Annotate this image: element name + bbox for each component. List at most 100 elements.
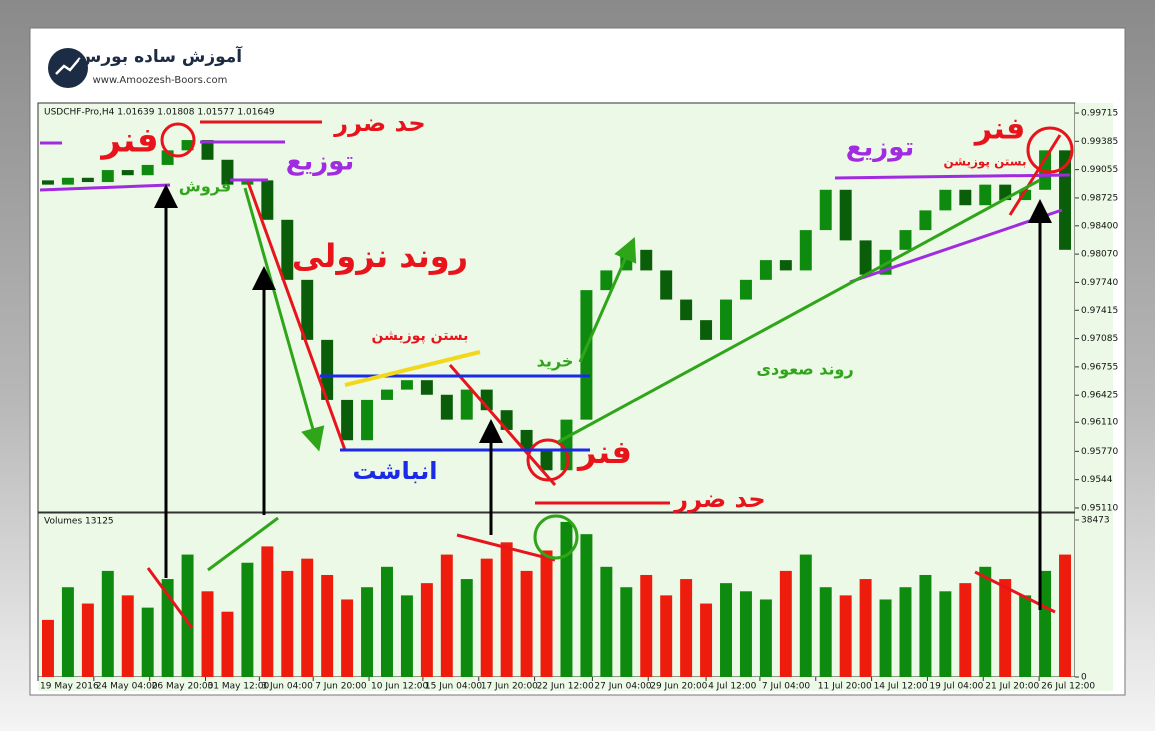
x-tick-label: 3 Jun 04:00 <box>261 682 313 692</box>
candle <box>839 189 852 241</box>
y-tick-label: 0.98400 <box>1081 221 1118 231</box>
y-tick-label: 0.98725 <box>1081 193 1118 203</box>
volume-bar <box>381 566 393 677</box>
axis-panel <box>1075 103 1113 677</box>
candle <box>400 380 413 390</box>
volume-bar <box>759 599 772 677</box>
volume-bar <box>680 579 693 677</box>
purple-line <box>849 208 1063 284</box>
volume-bar <box>480 558 493 677</box>
volume-bar <box>281 570 294 677</box>
uptrend-line <box>557 178 1041 444</box>
candle <box>301 279 314 340</box>
volume-bar <box>61 587 74 677</box>
volume-bar <box>660 595 673 677</box>
y-tick-label: 0.97085 <box>1081 334 1118 344</box>
x-tick-label: 24 May 04:00 <box>96 682 158 692</box>
volume-bar <box>739 591 752 677</box>
y-tick-label: 0.97740 <box>1081 278 1118 288</box>
volume-bar <box>799 554 812 677</box>
annotation: فروش <box>179 177 231 196</box>
volume-bar <box>520 570 533 677</box>
volume-red-line <box>974 570 1056 614</box>
volume-bar <box>540 550 553 677</box>
volume-bar <box>700 603 713 677</box>
x-tick-label: 26 May 20:00 <box>152 682 214 692</box>
marks <box>41 140 1072 677</box>
candle <box>999 184 1012 201</box>
annotation: توزیع <box>286 147 355 177</box>
y-tick-label: 0.98070 <box>1081 250 1118 260</box>
candle <box>41 180 54 185</box>
volume-title: Volumes 13125 <box>44 517 114 527</box>
candle <box>640 249 653 271</box>
annotation: روند صعودی <box>756 360 853 379</box>
y-tick-label: 0.96755 <box>1081 362 1118 372</box>
candle <box>440 394 453 420</box>
candle <box>480 389 493 411</box>
annotation: حد ضرر <box>333 109 425 137</box>
logo-name: آموزش ساده بورس <box>78 45 243 67</box>
volume-bar <box>1059 554 1072 677</box>
candle <box>381 389 393 400</box>
volume-bar <box>600 566 613 677</box>
candle <box>779 260 792 271</box>
candle <box>61 177 74 185</box>
y-tick-label: 0.99715 <box>1081 109 1118 119</box>
volume-bar <box>560 521 573 677</box>
volume-bar <box>161 579 174 677</box>
x-tick-label: 27 Jun 04:00 <box>594 682 651 692</box>
volume-bar <box>979 566 992 677</box>
volume-bar <box>819 587 832 677</box>
annotation: بستن پوزیشن <box>372 328 469 344</box>
spring-circle <box>526 438 570 482</box>
time-axis-panel <box>38 677 1113 691</box>
candle <box>979 184 992 206</box>
x-tick-label: 19 May 2016 <box>40 682 99 692</box>
candle <box>759 260 772 280</box>
volume-bar <box>81 603 94 677</box>
candle <box>720 299 732 340</box>
candle <box>201 140 214 160</box>
annotation: توزیع <box>846 133 915 163</box>
volume-bar <box>720 583 732 677</box>
x-tick-label: 22 Jun 12:00 <box>537 682 594 692</box>
candle <box>101 170 114 183</box>
volume-bar <box>301 558 314 677</box>
candle <box>281 219 294 280</box>
volume-bar <box>919 574 932 677</box>
annotation: روند نزولی <box>292 237 468 275</box>
candle <box>739 279 752 300</box>
annotation: فنر <box>973 112 1026 147</box>
volume-bar <box>939 591 952 677</box>
y-tick-label: 0.96425 <box>1081 391 1118 401</box>
annotation: خرید <box>537 352 574 371</box>
volume-bar <box>201 591 214 677</box>
candle <box>939 189 952 211</box>
candle <box>580 290 593 420</box>
y-tick-label: 0 <box>1081 673 1087 683</box>
yellow-line <box>344 350 481 387</box>
y-tick-label: 38473 <box>1081 516 1110 526</box>
red-trend-line <box>1008 134 1062 216</box>
volume-bar <box>341 599 354 677</box>
candle <box>680 299 693 321</box>
volume-bar <box>620 587 633 677</box>
candle <box>520 429 533 450</box>
y-tick-label: 0.99055 <box>1081 165 1118 175</box>
volume-bar <box>1019 595 1032 677</box>
y-tick-label: 0.95770 <box>1081 447 1118 457</box>
purple-line <box>834 173 1071 180</box>
volume-bar <box>121 595 134 677</box>
volume-bar <box>779 570 792 677</box>
volume-bar <box>640 574 653 677</box>
x-tick-label: 21 Jul 20:00 <box>985 682 1039 692</box>
candle <box>859 240 872 275</box>
candle <box>899 230 912 250</box>
volume-bar <box>859 579 872 677</box>
candle <box>540 449 553 471</box>
x-tick-label: 7 Jun 20:00 <box>315 682 367 692</box>
volume-bar <box>321 574 334 677</box>
volume-bar <box>101 570 114 677</box>
